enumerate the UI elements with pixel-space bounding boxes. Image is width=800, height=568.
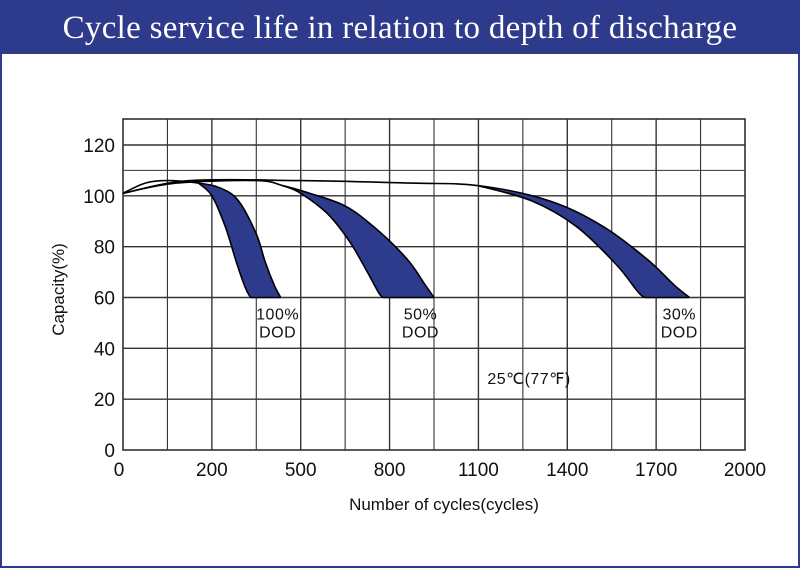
- lower-curve-3: [478, 184, 646, 299]
- x-tick-label: 500: [285, 460, 317, 481]
- upper-curve-1: [122, 179, 282, 298]
- chart-title: Cycle service life in relation to depth …: [62, 9, 738, 46]
- lower-curve-2: [282, 184, 384, 299]
- y-tick-label: 40: [94, 339, 115, 360]
- y-tick-label: 120: [83, 136, 115, 157]
- x-tick-label: 2000: [724, 460, 766, 481]
- axes: 0 20 40 60 80 100 120 0 200 500 800 1100 1400 1700 200…: [49, 136, 766, 514]
- upper-curve-2: [122, 179, 435, 298]
- y-tick-label: 60: [94, 289, 115, 310]
- dod-label-3-line-2: DOD: [661, 325, 698, 342]
- band-1: [198, 183, 281, 298]
- band-2: [282, 185, 434, 298]
- x-axis-title: Number of cycles(cycles): [349, 495, 539, 514]
- y-tick-label: 100: [83, 187, 115, 208]
- x-tick-label: 0: [114, 460, 125, 481]
- y-tick-label: 80: [94, 238, 115, 259]
- x-tick-label: 1700: [635, 460, 677, 481]
- dod-label-2-line-1: 50%: [404, 307, 438, 324]
- dod-label-2-line-2: DOD: [402, 325, 439, 342]
- dod-bands: [122, 178, 691, 299]
- x-tick-label: 1100: [458, 460, 499, 481]
- y-axis-title: Capacity(%): [49, 243, 68, 336]
- title-bar: Cycle service life in relation to depth …: [2, 2, 798, 54]
- x-tick-label: 1400: [546, 460, 588, 481]
- y-tick-label: 0: [104, 441, 115, 462]
- band-3: [478, 185, 690, 298]
- dod-label-1-line-2: DOD: [259, 325, 296, 342]
- lower-curve-1: [197, 182, 252, 298]
- dod-label-3-line-1: 30%: [662, 307, 696, 324]
- x-tick-label: 200: [196, 460, 228, 481]
- x-tick-label: 800: [374, 460, 406, 481]
- y-tick-label: 20: [94, 390, 115, 411]
- temperature-annotation: 25℃(77℉): [487, 371, 570, 388]
- dod-label-1-line-1: 100%: [256, 307, 299, 324]
